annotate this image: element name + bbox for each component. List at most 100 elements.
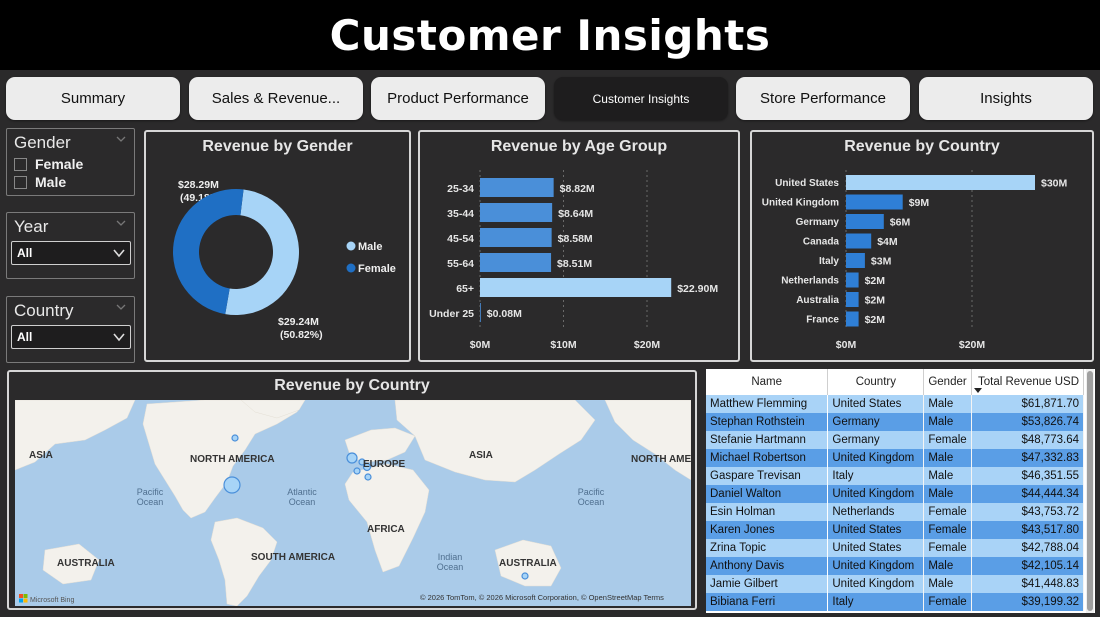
bubble-germany[interactable] — [362, 462, 372, 472]
category-label: 65+ — [456, 283, 474, 295]
category-label: France — [806, 315, 839, 326]
table-row[interactable]: Stephan Rothstein Germany Male $53,826.74 — [706, 413, 1084, 431]
cell-country: United Kingdom — [827, 575, 925, 593]
scrollbar-thumb[interactable] — [1087, 371, 1093, 611]
map-label-atlantic: Atlantic Ocean — [287, 487, 317, 507]
tab-customer-insights[interactable]: Customer Insights — [554, 77, 728, 120]
country-dropdown[interactable]: All — [11, 325, 131, 349]
female-value-label: $28.29M — [178, 179, 219, 191]
table-row[interactable]: Jamie Gilbert United Kingdom Male $41,448.8… — [706, 575, 1084, 593]
bar-under-25[interactable] — [480, 303, 481, 322]
cell-total-revenue: $48,773.64 — [971, 431, 1084, 449]
cell-country: United Kingdom — [827, 557, 925, 575]
world-map[interactable]: ASIA NORTH AMERICA EUROPE ASIA NORTH AME… — [15, 400, 691, 606]
data-label: $8.58M — [558, 233, 593, 245]
x-tick-label: $0M — [836, 339, 857, 351]
bar-germany[interactable] — [846, 214, 884, 229]
bubble-australia[interactable] — [521, 572, 529, 580]
checkbox[interactable] — [14, 175, 27, 189]
bar-australia[interactable] — [846, 292, 859, 307]
chevron-down-icon[interactable] — [116, 134, 126, 144]
column-header-name[interactable]: Name — [706, 369, 829, 395]
cell-country: Germany — [827, 431, 925, 449]
bar-canada[interactable] — [846, 233, 872, 249]
donut-slice-female[interactable] — [172, 188, 244, 315]
cell-name: Jamie Gilbert — [706, 575, 829, 593]
table-row[interactable]: Michael Robertson United Kingdom Male $47,3… — [706, 449, 1084, 467]
table-row[interactable]: Karen Jones United States Female $43,517.80 — [706, 521, 1084, 539]
bar-italy[interactable] — [846, 253, 865, 268]
map-title: Revenue by Country — [274, 377, 430, 394]
map-label-pacific-left: Pacific Ocean — [137, 487, 164, 507]
bar-35-44[interactable] — [480, 203, 553, 222]
category-label: 45-54 — [447, 233, 474, 245]
bubble-netherlands[interactable] — [358, 458, 366, 466]
tab-insights[interactable]: Insights — [919, 77, 1093, 120]
bar-united-kingdom[interactable] — [846, 194, 903, 210]
column-header-gender[interactable]: Gender — [923, 369, 973, 395]
tab-summary[interactable]: Summary — [6, 77, 180, 120]
bar-25-34[interactable] — [480, 178, 554, 197]
table-row[interactable]: Gaspare Trevisan Italy Male $46,351.55 — [706, 467, 1084, 485]
cell-name: Stephan Rothstein — [706, 413, 829, 431]
male-value-label: $29.24M — [278, 316, 319, 328]
ocean-label-line: Ocean — [289, 497, 316, 507]
bubble-italy[interactable] — [364, 473, 372, 481]
bing-logo-text: Microsoft Bing — [30, 597, 74, 604]
bubble-united-states[interactable] — [223, 476, 241, 494]
data-label: $2M — [865, 314, 886, 326]
tab-product-performance[interactable]: Product Performance — [371, 77, 545, 120]
table-header-row: Name Country Gender Total Revenue USD — [706, 369, 1084, 395]
cell-total-revenue: $47,332.83 — [971, 449, 1084, 467]
chevron-down-icon[interactable] — [116, 218, 126, 228]
chevron-down-icon — [113, 249, 125, 258]
data-label: $2M — [865, 295, 886, 307]
tab-store-performance[interactable]: Store Performance — [736, 77, 910, 120]
bar-45-54[interactable] — [480, 228, 552, 247]
bar-united-states[interactable] — [846, 175, 1035, 190]
bubble-united-kingdom[interactable] — [346, 452, 358, 464]
cell-name: Gaspare Trevisan — [706, 467, 829, 485]
category-label: 25-34 — [447, 183, 474, 195]
gender-option-female[interactable]: Female — [14, 156, 83, 172]
australia-left-landmass — [42, 543, 100, 585]
revenue-map-panel: Revenue by Country ASIA — [7, 370, 697, 610]
table-row[interactable]: Stefanie Hartmann Germany Female $48,773.64 — [706, 431, 1084, 449]
table-row[interactable]: Daniel Walton United Kingdom Male $44,444.3… — [706, 485, 1084, 503]
category-label: 55-64 — [447, 258, 474, 270]
table-row[interactable]: Anthony Davis United Kingdom Male $42,105.1… — [706, 557, 1084, 575]
column-header-country[interactable]: Country — [827, 369, 925, 395]
cell-gender: Male — [923, 467, 973, 485]
table-row[interactable]: Esin Holman Netherlands Female $43,753.72 — [706, 503, 1084, 521]
cell-name: Michael Robertson — [706, 449, 829, 467]
table-row[interactable]: Zrina Topic United States Female $42,788.04 — [706, 539, 1084, 557]
table-row[interactable]: Matthew Flemming United States Male $61,871… — [706, 395, 1084, 413]
chevron-down-icon[interactable] — [116, 302, 126, 312]
bar-55-64[interactable] — [480, 253, 552, 272]
map-label-australia-left: AUSTRALIA — [57, 558, 115, 569]
cell-gender: Male — [923, 557, 973, 575]
bar-france[interactable] — [846, 311, 859, 327]
checkbox[interactable] — [14, 157, 27, 171]
customer-table: Name Country Gender Total Revenue USD Ma… — [706, 369, 1095, 613]
legend-male-label: Male — [358, 241, 382, 253]
cell-name: Esin Holman — [706, 503, 829, 521]
table-scrollbar[interactable] — [1086, 369, 1094, 613]
map-label-north-america: NORTH AMERICA — [190, 454, 275, 465]
cell-name: Zrina Topic — [706, 539, 829, 557]
gender-option-male[interactable]: Male — [14, 174, 66, 190]
cell-total-revenue: $41,448.83 — [971, 575, 1084, 593]
sort-descending-icon[interactable] — [974, 388, 983, 394]
bar-65+[interactable] — [480, 278, 672, 297]
table-row[interactable]: Bibiana Ferri Italy Female $39,199.32 — [706, 593, 1084, 611]
year-dropdown[interactable]: All — [11, 241, 131, 265]
year-slicer: Year All — [6, 212, 135, 279]
bubble-canada[interactable] — [231, 434, 239, 442]
map-attribution[interactable]: © 2026 TomTom, © 2026 Microsoft Corporat… — [420, 593, 664, 602]
tab-sales-revenue[interactable]: Sales & Revenue... — [189, 77, 363, 120]
country-dropdown-value: All — [17, 330, 33, 344]
bar-netherlands[interactable] — [846, 272, 859, 288]
donut-slice-male[interactable] — [225, 189, 299, 315]
column-header-total-revenue[interactable]: Total Revenue USD — [971, 369, 1084, 395]
bubble-france[interactable] — [353, 467, 361, 475]
